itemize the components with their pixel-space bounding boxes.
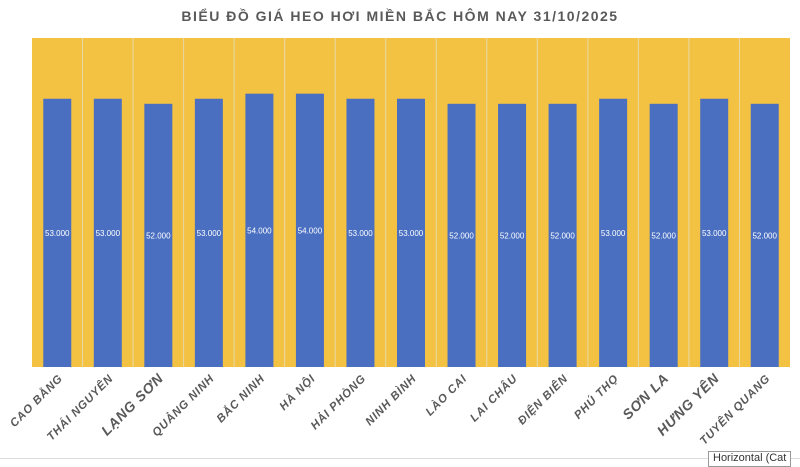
bar [397,98,425,367]
data-label: 52.000 [449,231,474,240]
data-label: 53.000 [96,229,121,238]
category-label: SƠN LA [619,370,672,423]
data-label: 53.000 [197,229,222,238]
data-label: 53.000 [399,229,424,238]
bar [194,98,223,367]
bar [93,98,122,367]
bar [295,93,324,367]
axis-tooltip: Horizontal (Cat [708,451,792,467]
category-label: HÀ NỘI [277,372,318,413]
data-label: 52.000 [550,231,575,240]
category-label: LAI CHÂU [468,372,521,425]
bar [750,103,779,368]
category-label: LÀO CAI [423,372,470,419]
bar [700,98,729,367]
data-label: 52.000 [651,231,676,240]
data-label: 52.000 [500,231,525,240]
data-label: 54.000 [298,226,323,235]
sheet-gridline [0,458,800,459]
category-label: ĐIỆN BIÊN [515,372,570,427]
data-label: 53.000 [348,229,373,238]
bar [599,98,628,367]
chart-title: BIỂU ĐỒ GIÁ HEO HƠI MIỀN BẮC HÔM NAY 31/… [181,8,619,24]
data-label: 54.000 [247,226,272,235]
bar [447,103,476,368]
bar [43,98,72,367]
category-label: NINH BÌNH [363,372,419,428]
data-label: 53.000 [601,229,626,238]
bar [144,103,173,368]
category-label: CAO BẰNG [7,372,65,430]
bar [548,103,577,368]
data-label: 53.000 [702,229,727,238]
data-label: 53.000 [45,229,70,238]
bar [346,98,375,367]
category-label: BẮC NINH [214,372,267,425]
data-label: 52.000 [752,231,777,240]
category-label: PHÚ THỌ [572,372,622,422]
data-label: 52.000 [146,231,171,240]
bar [498,103,527,368]
bar [649,103,678,368]
bar [245,93,274,367]
